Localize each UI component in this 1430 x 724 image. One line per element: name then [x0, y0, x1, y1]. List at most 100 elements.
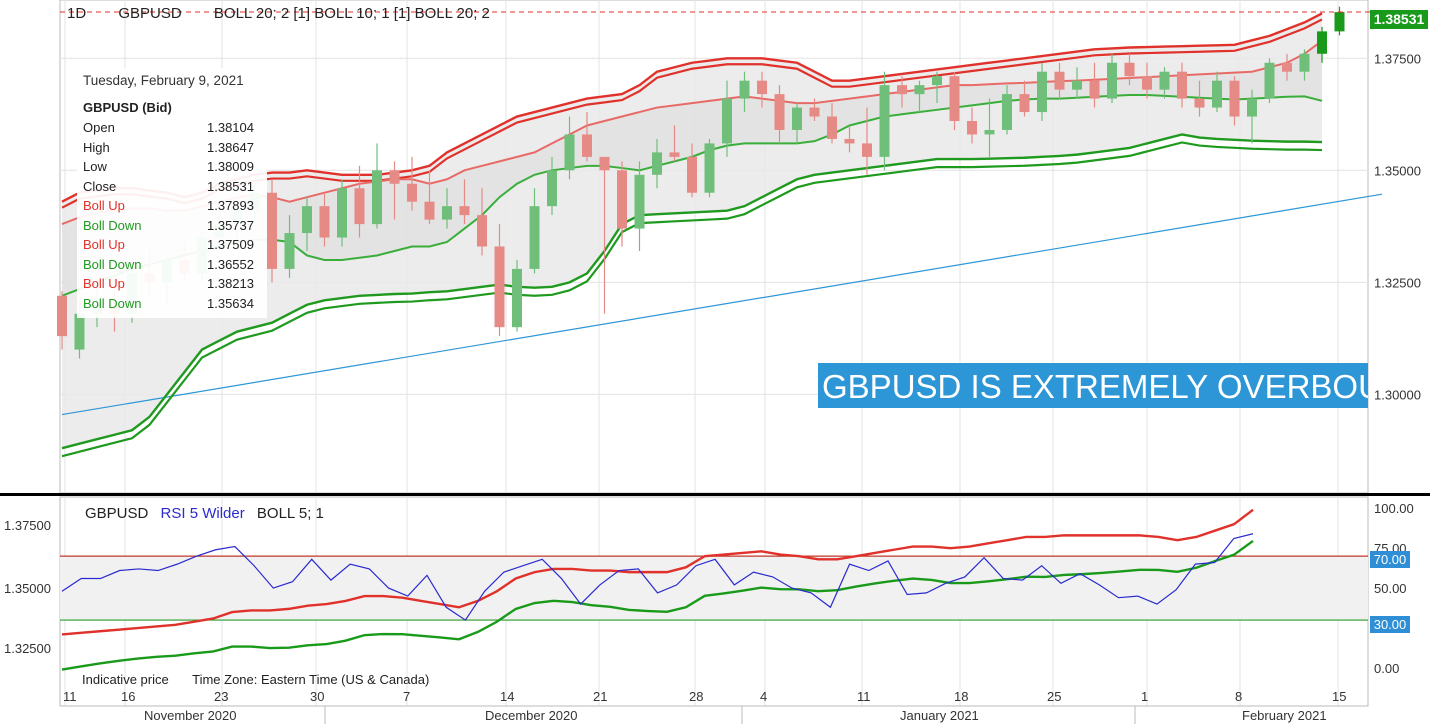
price-axis-tick: 1.35000: [1374, 163, 1421, 178]
candle-body: [1159, 71, 1170, 90]
tooltip-row-label: Boll Down: [83, 217, 142, 233]
tooltip-row-label: Boll Up: [83, 198, 125, 213]
tooltip-row-label: Boll Down: [83, 295, 142, 311]
overbought-banner: GBPUSD IS EXTREMELY OVERBOUGHT: [818, 363, 1368, 408]
candle-body: [459, 206, 470, 216]
x-axis-tick: 11: [63, 689, 77, 704]
indicative-price-note: Indicative price: [82, 672, 169, 687]
tooltip-row: Close 1.38531: [83, 179, 259, 197]
candle-body: [1299, 53, 1310, 72]
tooltip-row: Boll Up 1.38213: [83, 276, 259, 294]
data-tooltip: Tuesday, February 9, 2021 GBPUSD (Bid) O…: [77, 68, 267, 318]
rsi-indicator[interactable]: RSI 5 Wilder: [160, 505, 245, 522]
candle-body: [1194, 98, 1205, 108]
candle-body: [407, 183, 417, 202]
candle-body: [424, 201, 435, 220]
candle-body: [354, 188, 365, 225]
candle-body: [1282, 62, 1292, 72]
rsi-lines: [60, 508, 1368, 671]
candle-body: [809, 107, 820, 117]
tooltip-row-value: 1.38213: [207, 276, 254, 291]
panel-separator: [0, 493, 1430, 496]
candle-body: [494, 246, 505, 328]
tooltip-row-label: Open: [83, 120, 115, 135]
candle-body: [599, 156, 610, 171]
timezone-note: Time Zone: Eastern Time (US & Canada): [192, 672, 430, 687]
candle-body: [477, 215, 487, 247]
candle-body: [389, 170, 400, 184]
candle-body: [284, 233, 295, 269]
candle-body: [582, 134, 592, 157]
candle-body: [774, 94, 785, 130]
tooltip-row-value: 1.36552: [207, 256, 254, 272]
tooltip-row: Open 1.38104: [83, 120, 259, 138]
indicators-label[interactable]: BOLL 20; 2 [1] BOLL 10; 1 [1] BOLL 20; 2: [213, 5, 490, 22]
tooltip-row-label: High: [83, 139, 110, 155]
tooltip-row-value: 1.37509: [207, 237, 254, 252]
candle-body: [1334, 12, 1345, 32]
rsi-lower-badge: 30.00: [1370, 616, 1410, 633]
month-label: February 2021: [1242, 708, 1327, 723]
candle-body: [1072, 80, 1082, 90]
candle-body: [1107, 62, 1117, 99]
rsi-header: GBPUSD RSI 5 Wilder BOLL 5; 1: [85, 505, 324, 522]
candle-body: [1317, 31, 1327, 54]
interval-label[interactable]: 1D: [67, 5, 87, 22]
candle-body: [1124, 62, 1135, 77]
x-axis-tick: 16: [121, 689, 135, 704]
tooltip-symbol: GBPUSD (Bid): [83, 100, 172, 115]
x-axis-tick: 18: [954, 689, 968, 704]
candle-body: [512, 268, 522, 328]
candle-body: [827, 116, 837, 139]
candle-body: [669, 152, 680, 157]
rsi-line: [61, 533, 1254, 621]
candle-body: [74, 313, 85, 350]
candle-body: [442, 206, 452, 220]
band-fill-inner: [62, 40, 1322, 296]
candle-body: [757, 80, 767, 95]
rsi-symbol[interactable]: GBPUSD: [85, 505, 149, 522]
rsi-boll[interactable]: BOLL 5; 1: [256, 505, 324, 522]
tooltip-row-value: 1.35634: [207, 295, 254, 311]
candle-body: [529, 206, 540, 269]
tooltip-row-value: 1.38104: [207, 120, 254, 135]
candle-body: [1054, 71, 1065, 90]
candle-body: [687, 156, 697, 193]
candlesticks: [57, 6, 1345, 359]
tooltip-row-label: Close: [83, 178, 117, 194]
candle-body: [704, 143, 715, 193]
candle-body: [337, 188, 347, 238]
x-axis-tick: 11: [857, 689, 871, 704]
candle-body: [1019, 94, 1030, 113]
month-label: January 2021: [900, 708, 979, 723]
candle-body: [634, 174, 645, 229]
candle-body: [617, 170, 627, 229]
candle-body: [739, 80, 750, 99]
candle-body: [302, 206, 312, 234]
tooltip-row-value: 1.38531: [207, 178, 254, 194]
x-axis-tick: 28: [689, 689, 703, 704]
rsi-left-tick: 1.32500: [4, 641, 51, 656]
trendline: [61, 193, 1383, 416]
candle-body: [1247, 98, 1257, 117]
candle-body: [57, 295, 67, 337]
tooltip-row-value: 1.38009: [207, 159, 254, 174]
candle-body: [1212, 80, 1222, 108]
candle-body: [722, 98, 732, 144]
tooltip-row: High 1.38647: [83, 140, 259, 158]
tooltip-row: Boll Down 1.35634: [83, 296, 259, 314]
candle-body: [879, 85, 890, 157]
x-axis-tick: 14: [500, 689, 514, 704]
tooltip-date: Tuesday, February 9, 2021: [83, 73, 244, 88]
rsi-axis-tick: 0.00: [1374, 661, 1399, 676]
x-axis-tick: 15: [1332, 689, 1346, 704]
candle-body: [1002, 94, 1012, 130]
tooltip-row: Boll Up 1.37893: [83, 198, 259, 216]
candle-body: [862, 143, 872, 157]
tooltip-row: Low 1.38009: [83, 159, 259, 177]
price-axis-tick: 1.37500: [1374, 51, 1421, 66]
candle-body: [1264, 62, 1275, 99]
symbol-label[interactable]: GBPUSD: [118, 5, 182, 22]
candle-body: [844, 138, 855, 144]
